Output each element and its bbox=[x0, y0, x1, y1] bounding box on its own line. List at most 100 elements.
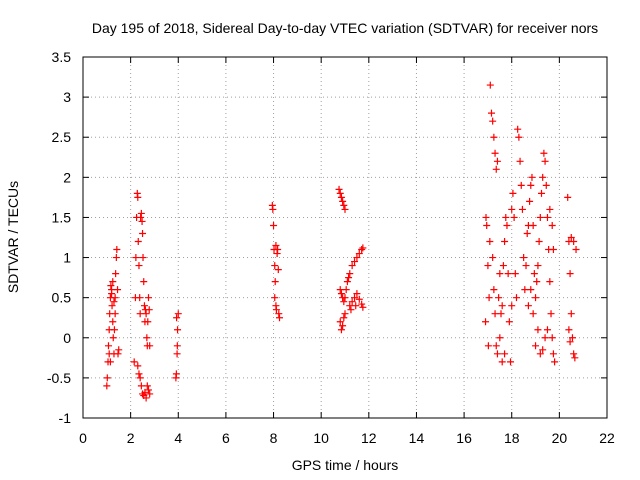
data-point bbox=[511, 270, 519, 278]
data-point bbox=[524, 302, 532, 310]
data-point bbox=[132, 254, 140, 262]
data-point bbox=[508, 302, 516, 310]
data-point bbox=[570, 238, 578, 246]
data-point bbox=[335, 185, 343, 193]
x-tick-label: 22 bbox=[599, 430, 615, 446]
data-point bbox=[337, 290, 345, 298]
data-point bbox=[538, 189, 545, 197]
data-point bbox=[539, 173, 547, 181]
data-point bbox=[347, 306, 355, 314]
data-point bbox=[516, 157, 524, 165]
data-point bbox=[341, 310, 349, 318]
data-point bbox=[514, 125, 522, 133]
data-point bbox=[495, 294, 503, 302]
data-point bbox=[541, 334, 549, 342]
data-point bbox=[547, 310, 555, 318]
x-tick-label: 6 bbox=[222, 430, 230, 446]
data-point bbox=[505, 318, 513, 326]
data-point bbox=[487, 109, 495, 117]
data-point bbox=[348, 298, 356, 306]
data-point bbox=[508, 205, 516, 213]
data-point bbox=[336, 286, 344, 294]
data-point bbox=[113, 246, 121, 254]
data-point bbox=[535, 238, 543, 246]
data-point bbox=[490, 286, 498, 294]
data-point bbox=[565, 326, 573, 334]
data-point bbox=[109, 334, 117, 342]
data-point bbox=[493, 350, 501, 358]
data-point bbox=[341, 294, 349, 302]
axis-ticks bbox=[82, 56, 608, 419]
data-point bbox=[115, 346, 123, 354]
data-point bbox=[274, 266, 282, 274]
x-tick-label: 0 bbox=[79, 430, 87, 446]
data-point bbox=[358, 300, 366, 308]
data-point bbox=[142, 310, 150, 318]
data-point bbox=[137, 213, 145, 221]
data-point bbox=[566, 338, 574, 346]
data-point bbox=[504, 270, 512, 278]
x-tick-labels: 0 2 4 6 8 10 12 14 16 18 20 22 bbox=[79, 430, 615, 446]
data-point bbox=[512, 294, 520, 302]
data-point bbox=[515, 133, 523, 141]
y-tick-label: -0.5 bbox=[47, 370, 71, 386]
data-point bbox=[498, 302, 506, 310]
data-point bbox=[486, 238, 494, 246]
data-point bbox=[172, 370, 180, 378]
y-tick-label: 1 bbox=[63, 250, 71, 266]
data-point bbox=[345, 274, 353, 282]
data-point bbox=[484, 262, 492, 270]
data-point bbox=[275, 310, 283, 318]
data-point bbox=[518, 205, 526, 213]
data-point bbox=[174, 326, 182, 334]
x-tick-label: 10 bbox=[313, 430, 329, 446]
data-point bbox=[136, 294, 144, 302]
data-point bbox=[337, 193, 345, 201]
data-point bbox=[534, 326, 542, 334]
data-point bbox=[359, 303, 367, 311]
data-point bbox=[528, 173, 536, 181]
data-point bbox=[501, 350, 509, 358]
data-point bbox=[342, 286, 350, 294]
data-point bbox=[107, 282, 115, 290]
data-point bbox=[130, 358, 138, 366]
data-point bbox=[358, 246, 366, 254]
data-point bbox=[534, 262, 542, 270]
data-point bbox=[109, 318, 117, 326]
y-axis-label: SDTVAR / TECUs bbox=[5, 181, 21, 293]
data-point bbox=[111, 310, 119, 318]
data-point bbox=[566, 270, 574, 278]
data-point bbox=[492, 165, 500, 173]
data-point bbox=[343, 278, 351, 286]
x-tick-label: 4 bbox=[174, 430, 182, 446]
data-point bbox=[139, 254, 147, 262]
data-point bbox=[521, 286, 529, 294]
data-point bbox=[359, 244, 367, 252]
data-point bbox=[137, 209, 145, 217]
data-point bbox=[509, 189, 517, 197]
data-point bbox=[489, 117, 497, 125]
data-point bbox=[489, 254, 497, 262]
data-point bbox=[522, 262, 530, 270]
data-point bbox=[134, 193, 142, 201]
data-point bbox=[271, 278, 279, 286]
data-point bbox=[274, 246, 282, 254]
data-points bbox=[103, 81, 580, 402]
y-tick-label: 1.5 bbox=[52, 209, 72, 225]
data-point bbox=[136, 374, 144, 382]
data-point bbox=[106, 358, 114, 366]
data-point bbox=[549, 350, 557, 358]
x-tick-label: 20 bbox=[552, 430, 568, 446]
data-point bbox=[271, 262, 279, 270]
data-point bbox=[567, 234, 575, 241]
data-point bbox=[340, 298, 348, 306]
data-point bbox=[539, 346, 547, 354]
data-point bbox=[520, 254, 528, 262]
data-point bbox=[143, 382, 151, 390]
data-point bbox=[144, 318, 152, 326]
data-point bbox=[482, 213, 490, 221]
data-point bbox=[491, 149, 499, 157]
data-point bbox=[174, 310, 182, 318]
data-point bbox=[567, 310, 575, 318]
data-point bbox=[140, 302, 148, 310]
